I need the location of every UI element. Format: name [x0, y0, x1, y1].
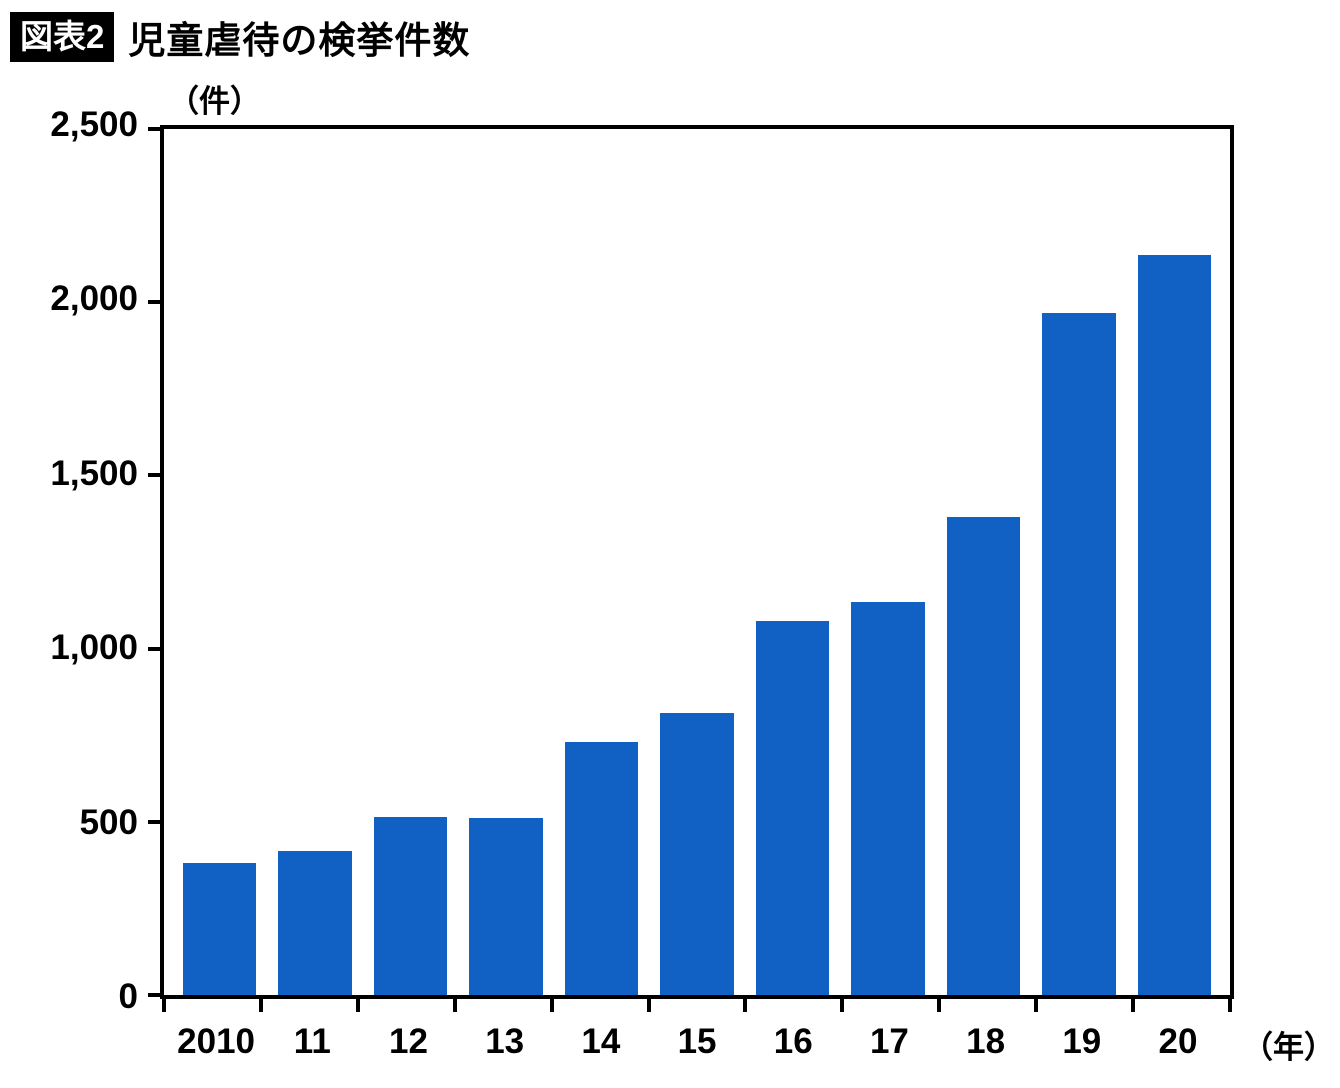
x-tick-label: 13: [485, 1022, 525, 1061]
x-tick-mark: [840, 998, 845, 1012]
x-tick-mark: [549, 998, 554, 1012]
y-tick-label: 2,000: [50, 279, 138, 319]
bars-container: [164, 129, 1230, 995]
bar-17: [851, 601, 925, 995]
x-tick-mark: [1131, 998, 1136, 1012]
bar-14: [564, 742, 639, 995]
x-tick-mark: [162, 998, 166, 1012]
y-axis-unit-label: （件）: [168, 84, 261, 119]
y-tick-label: 0: [118, 977, 138, 1016]
x-tick-mark: [937, 998, 942, 1012]
x-tick-label: 20: [1158, 1022, 1198, 1061]
x-tick-label: 2010: [177, 1022, 256, 1061]
y-tick-label: 1,500: [50, 453, 138, 493]
x-tick-label: 19: [1062, 1022, 1102, 1061]
x-tick-mark: [258, 998, 263, 1012]
figure-header: 図表2 児童虐待の検挙件数: [10, 10, 470, 64]
x-tick-label: 18: [966, 1022, 1006, 1061]
y-tick-mark: [148, 819, 161, 824]
figure-title: 児童虐待の検挙件数: [128, 20, 471, 61]
y-tick-mark: [148, 646, 161, 651]
y-tick-label: 1,000: [50, 628, 138, 668]
x-tick-mark: [355, 998, 360, 1012]
bar-11: [278, 851, 352, 995]
bar-13: [469, 818, 543, 995]
bar-20: [1137, 255, 1211, 995]
x-tick-label: 14: [581, 1022, 621, 1061]
bar-16: [755, 620, 830, 995]
figure-badge: 図表2: [10, 12, 115, 62]
x-tick-mark: [646, 998, 651, 1012]
bar-12: [373, 816, 448, 995]
y-tick-mark: [148, 300, 161, 305]
bar-19: [1042, 312, 1116, 995]
x-axis-tick-labels: 2010 11 12 13 14 15 16 17 18 19 20: [160, 1022, 1234, 1062]
x-tick-label: 16: [773, 1022, 813, 1061]
x-tick-mark: [743, 998, 748, 1012]
y-tick-label: 2,500: [50, 105, 138, 144]
bar-18: [946, 516, 1021, 995]
x-tick-label: 15: [677, 1022, 717, 1061]
x-tick-label: 12: [389, 1022, 428, 1061]
y-axis-tick-labels: 0 500 1,000 1,500 2,000 2,500: [0, 105, 148, 1016]
y-tick-mark: [148, 993, 161, 997]
plot-area: [148, 125, 1234, 1012]
x-tick-mark: [452, 998, 457, 1012]
x-tick-mark: [1228, 998, 1232, 1012]
x-tick-label: 11: [293, 1022, 331, 1061]
bar-2010: [183, 863, 257, 995]
y-tick-mark: [148, 127, 161, 131]
y-tick-mark: [148, 473, 161, 478]
x-tick-label: 17: [869, 1022, 909, 1061]
x-axis-unit-label: （年）: [1242, 1030, 1335, 1065]
x-tick-mark: [1034, 998, 1039, 1012]
bar-15: [660, 712, 734, 995]
y-tick-label: 500: [79, 802, 138, 842]
